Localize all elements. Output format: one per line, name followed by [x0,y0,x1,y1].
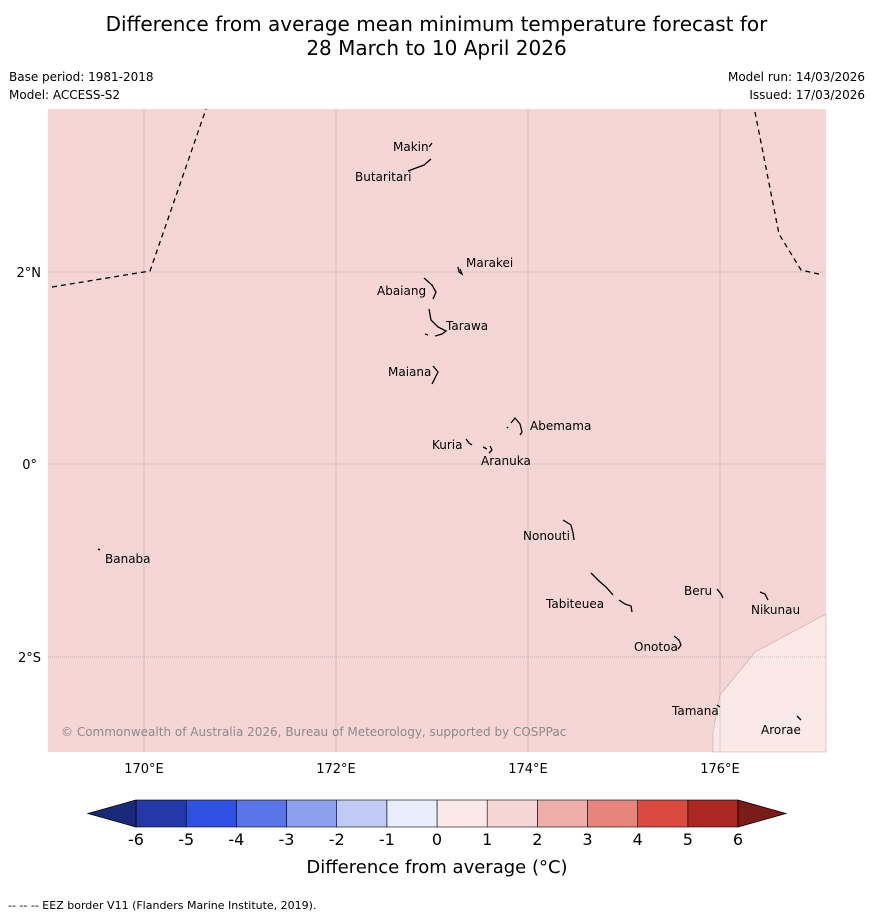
footer-note: -- -- -- EEZ border V11 (Flanders Marine… [8,899,317,912]
island-abemama-w [506,426,509,429]
lon-label: 176°E [700,762,740,777]
meta-left: Base period: 1981-2018 Model: ACCESS-S2 [9,68,154,104]
place-label: Nonouti [523,529,570,543]
colorbar-segment [486,799,538,828]
colorbar-segment [637,799,689,828]
island-arorae [796,715,802,721]
island-abaiang [423,277,437,300]
colorbar-segment [436,799,488,828]
colorbar-tick-label: -6 [128,830,144,849]
colorbar [86,799,788,828]
island-nikunau [759,591,769,601]
eez-border-east [754,111,824,276]
island-tamana [716,704,721,708]
island-maiana [431,365,439,385]
meta-right: Model run: 14/03/2026 Issued: 17/03/2026 [728,68,865,104]
lon-label: 174°E [508,762,548,777]
eez-border-west [51,108,207,288]
colorbar-tick-labels: -6 -5 -4 -3 -2 -1 0 1 2 3 4 5 6 [128,830,743,849]
colorbar-segment [336,799,388,828]
base-period: Base period: 1981-2018 [9,70,154,84]
place-labels: Makin Butaritari Marakei Abaiang Tarawa … [105,140,801,737]
colorbar-tick-label: 3 [582,830,592,849]
colorbar-tick-label: 6 [733,830,743,849]
island-coastlines [97,142,802,721]
eez-borders [51,108,824,288]
colorbar-segment [587,799,638,828]
colorbar-under-arrow [86,799,137,828]
island-marakei [457,266,464,276]
island-tarawa-west [424,333,429,336]
island-onotoa [673,635,682,650]
colorbar-segment [185,799,237,828]
lon-label: 172°E [316,762,356,777]
place-label: Tarawa [445,319,488,333]
place-label: Abemama [530,419,591,433]
colorbar-tick-label: -1 [379,830,395,849]
place-label: Onotoa [634,640,678,654]
colorbar-segment [286,799,337,828]
colorbar-tick-label: -3 [279,830,295,849]
colorbar-tick-label: 5 [683,830,693,849]
colorbar-tick-label: 0 [432,830,442,849]
chart-title: Difference from average mean minimum tem… [0,12,873,60]
place-label: Maiana [388,365,431,379]
place-label: Arorae [761,723,801,737]
island-makin [428,142,433,148]
colorbar-segment [236,799,287,828]
colorbar-segment [687,799,739,828]
place-label: Tamana [671,704,719,718]
lon-tick-labels: 170°E 172°E 174°E 176°E [124,762,740,777]
colorbar-tick-label: -4 [228,830,244,849]
place-label: Aranuka [481,454,531,468]
island-banaba [97,548,101,551]
place-label: Beru [684,584,712,598]
colorbar-over-arrow [737,799,788,828]
lat-tick-labels: 2°N 0° 2°S [17,266,42,666]
place-label: Butaritari [355,170,412,184]
place-label: Makin [393,140,429,154]
colorbar-segment [386,799,438,828]
place-label: Banaba [105,552,151,566]
model-run: Model run: 14/03/2026 [727,70,865,84]
colorbar-segment [537,799,588,828]
graticule [48,109,826,752]
title-line-1: Difference from average mean minimum tem… [105,12,768,36]
island-nonouti [562,519,575,541]
island-tarawa [428,308,448,337]
colorbar-segment [135,799,187,828]
island-tabiteuea-s [618,599,633,613]
place-label: Marakei [466,256,513,270]
island-tabiteuea [590,572,614,596]
place-label: Abaiang [377,284,426,298]
colorbar-label: Difference from average (°C) [306,857,567,878]
colorbar-tick-label: 2 [532,830,542,849]
island-beru [716,588,724,599]
lat-label: 0° [22,458,37,473]
lon-label: 170°E [124,762,164,777]
title-line-2: 28 March to 10 April 2026 [306,36,567,60]
copyright-notice: © Commonwealth of Australia 2026, Bureau… [61,725,566,739]
colorbar-tick-label: 1 [482,830,492,849]
island-butaritari [407,158,432,172]
place-label: Kuria [432,438,463,452]
island-aranuka [482,445,493,454]
colorbar-tick-label: -2 [329,830,345,849]
island-abemama [510,416,523,436]
model-name: Model: ACCESS-S2 [9,88,121,102]
issued-date: Issued: 17/03/2026 [749,88,865,102]
island-kuria [465,438,473,446]
map-background [48,109,826,752]
lat-label: 2°S [18,651,41,666]
place-label: Tabiteuea [545,597,604,611]
lat-label: 2°N [17,266,42,281]
colorbar-tick-label: -5 [178,830,194,849]
place-label: Nikunau [751,603,800,617]
colorbar-tick-label: 4 [633,830,643,849]
